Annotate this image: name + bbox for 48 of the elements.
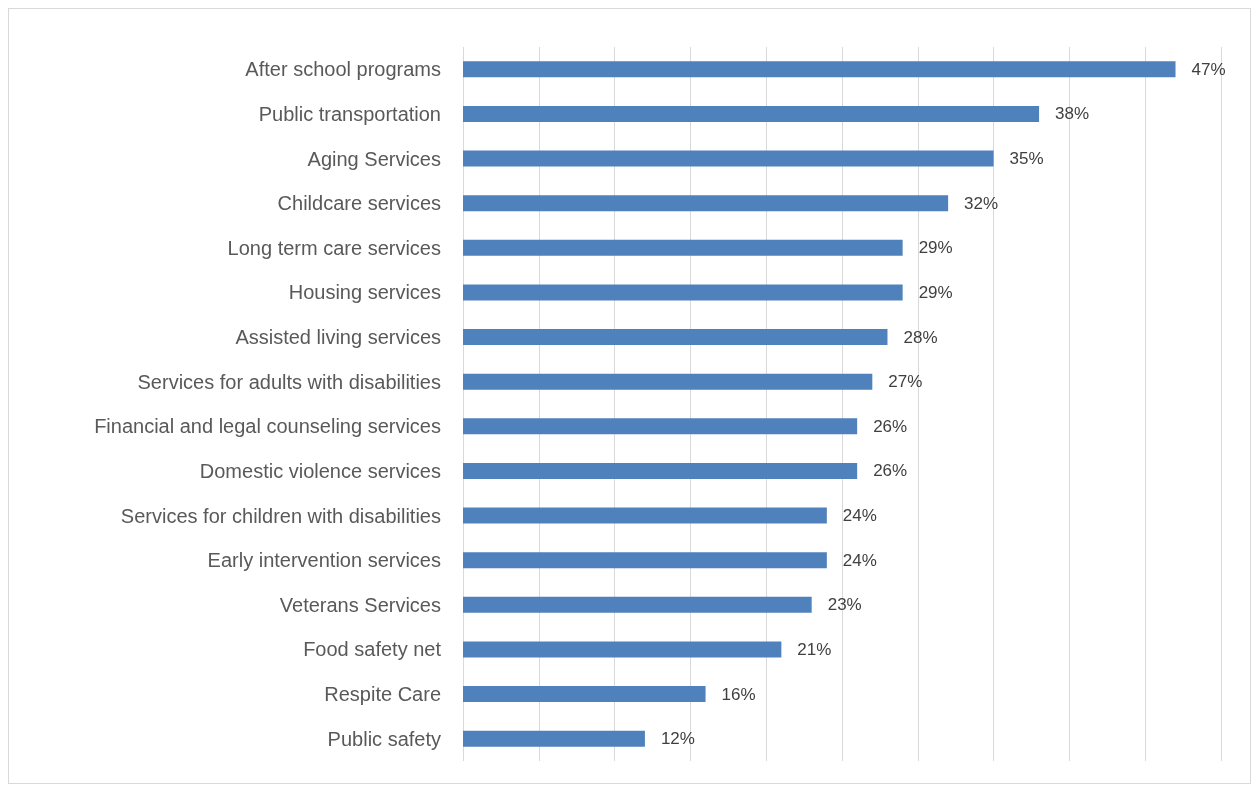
y-tick-label: Public safety bbox=[327, 727, 441, 750]
bar bbox=[463, 329, 888, 346]
data-label: 24% bbox=[842, 550, 877, 570]
y-tick-label: After school programs bbox=[245, 58, 441, 81]
bar bbox=[463, 686, 706, 703]
bar bbox=[463, 373, 873, 390]
data-label: 38% bbox=[1055, 104, 1090, 124]
bar bbox=[463, 730, 645, 747]
bar bbox=[463, 150, 994, 167]
y-tick-label: Childcare services bbox=[277, 192, 441, 215]
y-tick-label: Services for adults with disabilities bbox=[137, 370, 441, 393]
bar bbox=[463, 596, 812, 613]
bar bbox=[463, 105, 1040, 122]
y-tick-label: Public transportation bbox=[258, 102, 441, 125]
y-tick-label: Veterans Services bbox=[279, 593, 441, 616]
data-label: 24% bbox=[842, 506, 877, 526]
data-label: 26% bbox=[873, 416, 908, 436]
data-label: 12% bbox=[660, 729, 695, 749]
y-tick-label: Aging Services bbox=[307, 147, 441, 170]
bar bbox=[463, 641, 782, 658]
bar bbox=[463, 418, 858, 435]
bar bbox=[463, 195, 949, 212]
y-tick-label: Housing services bbox=[288, 281, 441, 304]
data-label: 32% bbox=[964, 193, 999, 213]
data-label: 23% bbox=[827, 595, 862, 615]
data-label: 35% bbox=[1009, 149, 1044, 169]
y-tick-label: Financial and legal counseling services bbox=[94, 415, 441, 438]
data-label: 21% bbox=[797, 639, 832, 659]
y-tick-label: Food safety net bbox=[303, 638, 442, 661]
y-tick-label: Respite Care bbox=[324, 683, 441, 706]
y-tick-label: Domestic violence services bbox=[199, 459, 441, 482]
data-label: 29% bbox=[918, 282, 953, 302]
data-label: 47% bbox=[1191, 59, 1226, 79]
bar bbox=[463, 61, 1176, 78]
y-tick-label: Assisted living services bbox=[235, 326, 441, 349]
bar bbox=[463, 507, 827, 524]
data-label: 26% bbox=[873, 461, 908, 481]
data-label: 29% bbox=[918, 238, 953, 258]
data-label: 16% bbox=[721, 684, 756, 704]
bar bbox=[463, 284, 903, 301]
data-label: 28% bbox=[903, 327, 938, 347]
bar bbox=[463, 552, 827, 569]
data-label: 27% bbox=[888, 372, 923, 392]
bar bbox=[463, 239, 903, 256]
y-tick-label: Services for children with disabilities bbox=[120, 504, 441, 527]
y-tick-label: Early intervention services bbox=[207, 549, 441, 572]
bar bbox=[463, 462, 858, 479]
y-tick-label: Long term care services bbox=[227, 236, 441, 259]
